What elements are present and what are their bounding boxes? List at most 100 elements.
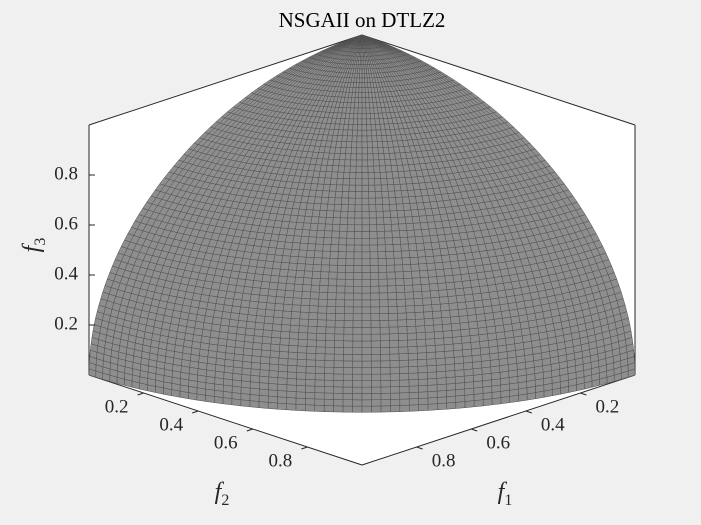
surface-facet	[376, 237, 386, 246]
surface-facet	[234, 285, 245, 294]
surface-facet	[442, 330, 453, 339]
surface-facet	[380, 399, 391, 407]
surface-facet	[370, 320, 381, 328]
surface-facet	[376, 231, 386, 239]
surface-facet	[445, 281, 456, 290]
surface-facet	[308, 312, 319, 320]
surface-facet	[361, 37, 363, 42]
surface-facet	[356, 147, 363, 155]
surface-facet	[456, 301, 467, 310]
surface-facet	[286, 390, 297, 399]
surface-facet	[368, 197, 376, 206]
surface-facet	[276, 282, 287, 291]
surface-facet	[350, 97, 356, 103]
surface-facet	[446, 389, 456, 398]
surface-facet	[427, 378, 438, 386]
surface-facet	[333, 380, 344, 388]
surface-facet	[278, 364, 289, 373]
surface-facet	[375, 129, 382, 137]
surface-facet	[300, 236, 310, 244]
surface-facet	[464, 400, 475, 408]
surface-facet	[400, 190, 409, 198]
surface-facet	[377, 258, 387, 266]
surface-facet	[257, 301, 268, 310]
surface-facet	[370, 299, 380, 308]
surface-facet	[354, 92, 360, 98]
surface-facet	[282, 310, 292, 319]
surface-facet	[380, 373, 391, 381]
surface-facet	[345, 265, 355, 273]
surface-facet	[212, 316, 222, 326]
surface-facet	[416, 345, 427, 354]
surface-facet	[455, 388, 466, 397]
surface-facet	[226, 332, 237, 341]
surface-facet	[371, 405, 382, 413]
surface-facet	[481, 298, 492, 308]
surface-facet	[468, 321, 479, 330]
surface-facet	[361, 60, 365, 65]
surface-facet	[262, 329, 273, 338]
surface-facet	[397, 312, 407, 321]
surface-facet	[353, 292, 363, 301]
surface-facet	[381, 135, 388, 142]
surface-facet	[490, 297, 501, 307]
surface-facet	[312, 203, 322, 211]
surface-facet	[305, 385, 316, 393]
surface-facet	[302, 277, 313, 286]
surface-facet	[399, 236, 409, 245]
surface-facet	[357, 113, 363, 120]
surface-facet	[336, 278, 346, 287]
surface-facet	[353, 258, 363, 266]
surface-facet	[361, 48, 364, 53]
surface-facet	[436, 383, 447, 392]
surface-facet	[353, 113, 359, 120]
surface-facet	[348, 197, 356, 206]
z-tick-label: 0.6	[54, 213, 78, 234]
surface-facet	[496, 338, 507, 347]
surface-facet	[489, 359, 500, 368]
surface-facet	[427, 403, 438, 411]
surface-facet	[316, 326, 327, 334]
surface-facet	[428, 276, 438, 285]
surface-facet	[228, 319, 239, 328]
surface-facet	[361, 251, 371, 260]
surface-facet	[256, 308, 267, 317]
surface-facet	[287, 351, 298, 360]
surface-facet	[267, 288, 278, 297]
surface-facet	[220, 317, 231, 327]
surface-facet	[273, 254, 283, 263]
surface-facet	[353, 244, 363, 253]
surface-facet	[307, 325, 318, 334]
surface-facet	[386, 177, 394, 186]
surface-facet	[390, 386, 400, 394]
surface-facet	[337, 265, 347, 273]
surface-facet	[262, 267, 273, 276]
surface-facet	[407, 346, 418, 354]
surface-facet	[249, 381, 260, 390]
surface-facet	[352, 399, 363, 407]
surface-facet	[258, 294, 269, 303]
surface-facet	[371, 380, 382, 388]
surface-facet	[429, 283, 439, 292]
surface-facet	[297, 352, 307, 360]
surface-facet	[248, 300, 259, 309]
surface-facet	[361, 41, 363, 46]
surface-facet	[450, 316, 461, 325]
surface-facet	[321, 190, 330, 198]
surface-facet	[407, 352, 418, 361]
surface-facet	[398, 353, 409, 361]
surface-facet	[436, 396, 447, 404]
surface-facet	[361, 360, 372, 368]
surface-facet	[260, 356, 271, 365]
surface-facet	[426, 262, 436, 271]
surface-facet	[355, 172, 363, 180]
surface-facet	[344, 306, 354, 314]
surface-facet	[233, 353, 244, 362]
surface-facet	[412, 284, 422, 293]
surface-facet	[343, 347, 354, 355]
surface-facet	[480, 353, 491, 362]
surface-facet	[268, 281, 279, 290]
surface-facet	[239, 306, 250, 315]
y-tick	[246, 428, 253, 432]
surface-facet	[278, 351, 289, 359]
